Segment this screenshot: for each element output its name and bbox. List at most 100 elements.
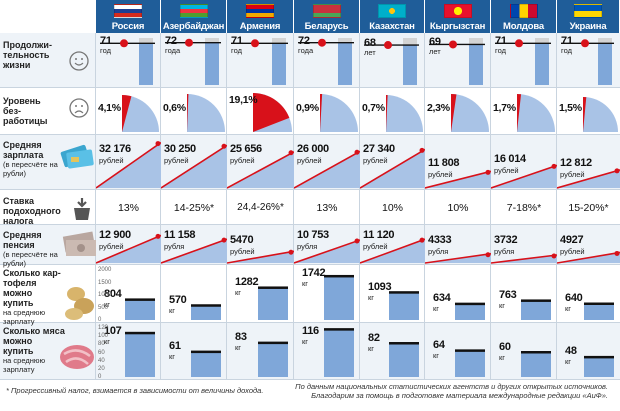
potato-value: 570 (169, 293, 187, 306)
country-header: Беларусь (294, 0, 360, 33)
salary-wedge (294, 151, 360, 188)
column-divider (359, 33, 360, 380)
sad-face-icon (69, 98, 89, 118)
country-header: Казахстан (360, 0, 425, 33)
unemployment-value: 0,7% (362, 102, 385, 114)
unemployment-value: 2,3% (427, 102, 450, 114)
column-divider (95, 33, 96, 380)
pension-wedge (491, 255, 557, 263)
potato-bar (521, 300, 551, 320)
meat-cell: 116 кг (294, 323, 360, 380)
tax-value: 13% (316, 202, 338, 214)
meat-bar-cap (125, 331, 155, 335)
salary-wedge (161, 145, 227, 188)
country-header: Россия (96, 0, 161, 33)
country-name: Беларусь (304, 21, 349, 32)
row-label: Сколько кар-тофеля можно купить на средню… (3, 268, 65, 326)
potato-bar-cap (521, 299, 551, 302)
potato-bar (389, 292, 419, 320)
row-label: Средняя зарплата (в пересчёте на рубли) (3, 140, 65, 178)
potato-cell: 1093 кг (360, 265, 425, 323)
pension-dot (551, 253, 557, 259)
salary-dot (614, 168, 620, 174)
pension-cell: 10 753 рубля (294, 225, 360, 265)
row-label-sub: на среднюю зарплату (3, 356, 46, 374)
pension-wedge (161, 239, 227, 263)
pension-value: 4333 (428, 234, 452, 246)
salary-value: 27 340 (363, 143, 395, 155)
life-bar-fill (205, 42, 219, 85)
meat-axis-tick: 20 (98, 365, 105, 372)
pension-dot (288, 249, 294, 255)
salary-value: 32 176 (99, 143, 131, 155)
meat-bar-cap (389, 342, 419, 345)
smile-icon (69, 51, 89, 71)
salary-unit: рублей (494, 166, 519, 175)
unemployment-value: 0,6% (163, 102, 186, 114)
pension-dot (221, 237, 227, 243)
row-label: Сколько мяса можно купить на среднюю зарп… (3, 326, 65, 374)
meat-bar-cap (191, 350, 221, 354)
life-value: 71 (495, 35, 507, 48)
life-value: 71 (561, 35, 573, 48)
unemployment-cell: 2,3% (425, 88, 491, 135)
tax-cell: 24,4-26%* (227, 190, 294, 225)
row-label-text: Ставка подоходного налога (3, 196, 61, 226)
unemployment-slice (187, 94, 189, 132)
tax-value: 15-20%* (568, 202, 609, 214)
unemployment-slice (122, 95, 132, 132)
row-label-sub: (в пересчёте на рубли) (3, 160, 58, 178)
life-marker-dot (581, 39, 589, 48)
row-label-sub: на среднюю зарплату (3, 308, 46, 326)
meat-axis-tick: 40 (98, 357, 105, 364)
meat-value: 60 (499, 340, 511, 353)
row-label-text: Продолжи-тельность жизни (3, 40, 52, 70)
unemployment-cell: 0,6% (161, 88, 227, 135)
tax-cell: 10% (360, 190, 425, 225)
life-unit: лет (429, 47, 441, 57)
pension-dot (614, 250, 620, 256)
potato-axis-tick: 0 (98, 317, 102, 323)
unemployment-cell: 1,5% (557, 88, 620, 135)
meat-axis-tick: 120 (98, 325, 109, 331)
unemployment-pie-bg (320, 94, 358, 132)
salary-line (360, 148, 425, 189)
meat-value: 48 (565, 345, 577, 358)
life-unit: год (231, 46, 242, 56)
pension-line (161, 238, 227, 264)
unemployment-pie-bg (122, 95, 159, 132)
potato-value: 763 (499, 288, 517, 301)
salary-cell: 30 250 рублей (161, 135, 227, 190)
pension-line (294, 239, 360, 264)
column-divider (226, 33, 227, 380)
life-marker-dot (449, 40, 457, 49)
pension-dot (419, 237, 425, 243)
life-unit: год (100, 46, 111, 56)
potato-cell: 1282 кг (227, 265, 294, 323)
country-name: Россия (111, 21, 145, 32)
salary-value: 12 812 (560, 157, 592, 169)
pension-cell: 12 900 рублей (96, 225, 161, 265)
flag-icon (179, 4, 208, 18)
row-divider (0, 189, 620, 190)
life-value: 71 (100, 35, 112, 48)
unemployment-value: 19,1% (229, 94, 258, 106)
salary-cell: 11 808 рублей (425, 135, 491, 190)
potato-value: 1093 (368, 280, 392, 293)
potato-axis-tick: 1000 (98, 292, 112, 298)
flag-icon (378, 4, 406, 18)
life-marker-dot (185, 38, 193, 47)
pension-dot (485, 252, 491, 258)
unemployment-pie-bg (517, 94, 555, 132)
life-bar-fill (535, 43, 549, 85)
salary-dot (551, 163, 557, 169)
life-cell: 72 года (161, 33, 227, 88)
tax-value: 10% (447, 202, 469, 214)
pension-cell: 5470 рублей (227, 225, 294, 265)
meat-value: 61 (169, 340, 181, 353)
row-label-text: Сколько кар-тофеля можно купить (3, 268, 61, 308)
pension-line (227, 250, 294, 264)
salary-dot (288, 150, 294, 156)
pension-value: 12 900 (99, 229, 131, 241)
meat-bar (125, 333, 155, 377)
